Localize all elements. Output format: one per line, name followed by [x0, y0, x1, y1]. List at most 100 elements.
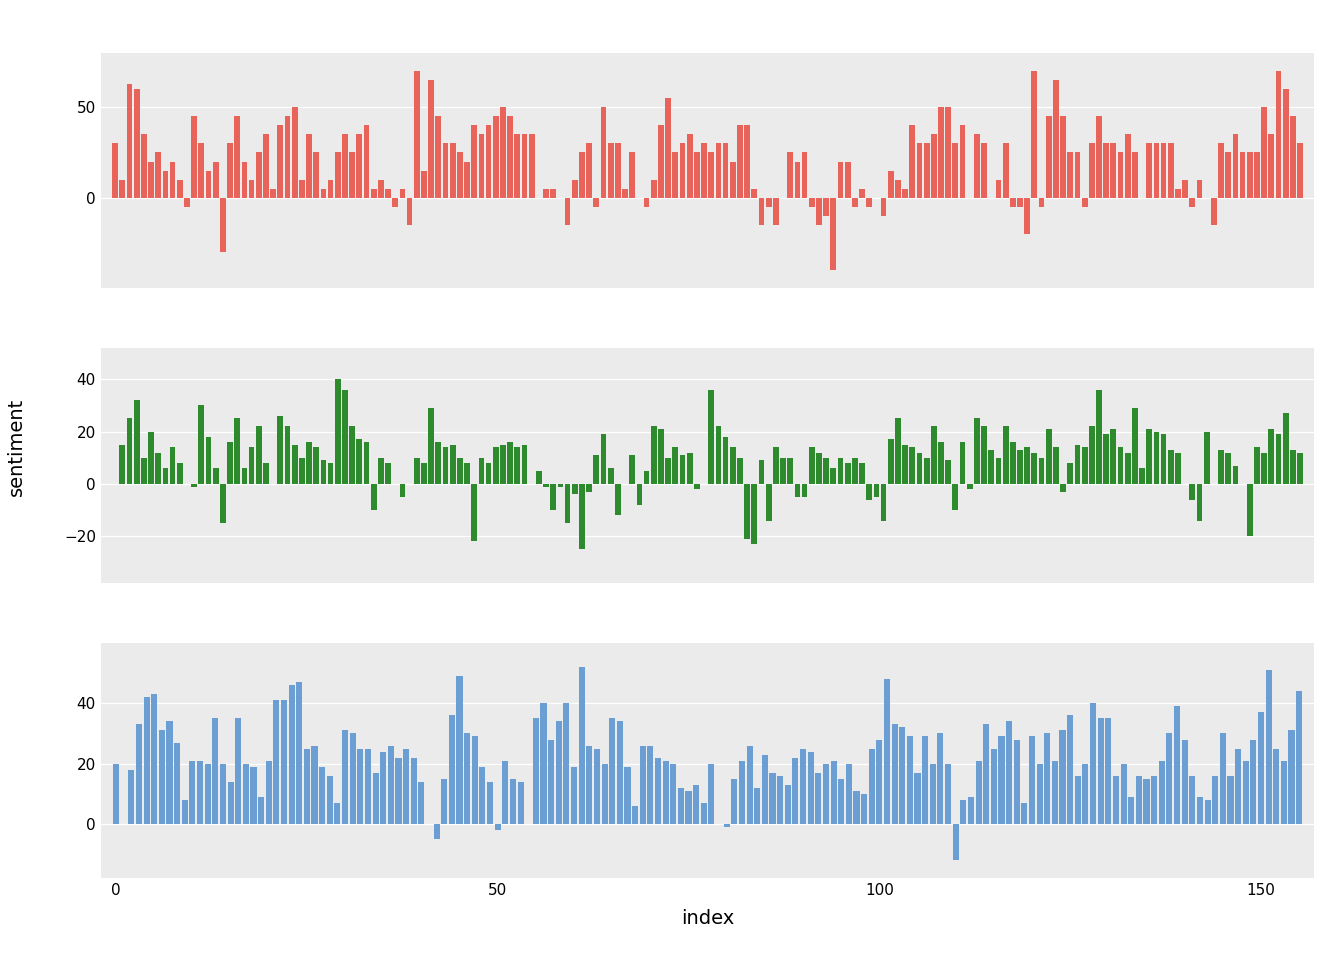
Bar	[113, 143, 118, 198]
Bar	[824, 458, 829, 484]
Bar	[550, 189, 556, 198]
Bar	[386, 189, 391, 198]
Bar	[1218, 143, 1224, 198]
Bar	[292, 444, 297, 484]
Bar	[1254, 153, 1259, 198]
Bar	[1226, 452, 1231, 484]
Bar	[128, 770, 134, 824]
Bar	[680, 455, 685, 484]
Bar	[227, 442, 233, 484]
Bar	[1153, 432, 1160, 484]
Bar	[177, 180, 183, 198]
Bar	[1269, 134, 1274, 198]
Bar	[212, 468, 219, 484]
Bar	[304, 749, 310, 824]
Bar	[1082, 447, 1087, 484]
Bar	[198, 760, 203, 824]
Bar	[356, 134, 362, 198]
Bar	[938, 442, 943, 484]
Bar	[785, 784, 790, 824]
Bar	[655, 757, 661, 824]
Bar	[1017, 198, 1023, 206]
Bar	[289, 685, 294, 824]
Bar	[255, 153, 262, 198]
Bar	[1144, 779, 1149, 824]
Bar	[884, 679, 890, 824]
Bar	[414, 458, 419, 484]
Bar	[1067, 463, 1073, 484]
Bar	[602, 763, 607, 824]
Bar	[715, 426, 722, 484]
Bar	[191, 116, 198, 198]
Bar	[1118, 447, 1124, 484]
Bar	[762, 755, 767, 824]
Bar	[449, 715, 456, 824]
Bar	[235, 718, 241, 824]
Bar	[737, 125, 743, 198]
Bar	[126, 84, 133, 198]
Bar	[1150, 776, 1157, 824]
Bar	[298, 180, 305, 198]
Bar	[550, 484, 556, 510]
Bar	[212, 161, 219, 198]
Bar	[801, 484, 808, 497]
Bar	[788, 153, 793, 198]
Bar	[321, 461, 327, 484]
Bar	[629, 153, 636, 198]
Bar	[464, 463, 470, 484]
Bar	[517, 781, 524, 824]
Bar	[617, 721, 622, 824]
Bar	[335, 379, 340, 484]
Bar	[607, 468, 614, 484]
Bar	[136, 725, 142, 824]
Bar	[543, 484, 548, 487]
Bar	[579, 667, 585, 824]
Bar	[296, 683, 302, 824]
Bar	[1097, 390, 1102, 484]
Bar	[754, 788, 761, 824]
Bar	[380, 752, 386, 824]
Bar	[1161, 434, 1167, 484]
Bar	[715, 143, 722, 198]
Bar	[206, 437, 211, 484]
Bar	[358, 749, 363, 824]
Bar	[1075, 444, 1081, 484]
Bar	[495, 824, 501, 830]
Bar	[907, 736, 913, 824]
Bar	[450, 143, 456, 198]
Bar	[1235, 749, 1241, 824]
Bar	[609, 718, 616, 824]
Bar	[823, 763, 829, 824]
Bar	[144, 697, 149, 824]
Bar	[1024, 447, 1030, 484]
Bar	[1039, 198, 1044, 206]
Bar	[671, 763, 676, 824]
Bar	[1218, 450, 1224, 484]
Bar	[1046, 116, 1051, 198]
Bar	[708, 390, 714, 484]
Bar	[1290, 450, 1296, 484]
Bar	[563, 704, 570, 824]
Bar	[1067, 153, 1073, 198]
Bar	[249, 447, 254, 484]
Bar	[852, 458, 857, 484]
Bar	[1110, 429, 1117, 484]
Bar	[573, 180, 578, 198]
Bar	[672, 447, 679, 484]
Bar	[1168, 143, 1173, 198]
Bar	[243, 763, 249, 824]
Bar	[327, 776, 333, 824]
Bar	[378, 180, 384, 198]
Bar	[737, 458, 743, 484]
Bar	[1105, 718, 1111, 824]
Bar	[388, 746, 394, 824]
Bar	[601, 108, 606, 198]
Bar	[341, 731, 348, 824]
Bar	[540, 704, 547, 824]
Bar	[487, 781, 493, 824]
Bar	[1273, 749, 1279, 824]
Bar	[809, 198, 814, 206]
Bar	[694, 153, 700, 198]
Bar	[1275, 434, 1281, 484]
Bar	[234, 419, 241, 484]
